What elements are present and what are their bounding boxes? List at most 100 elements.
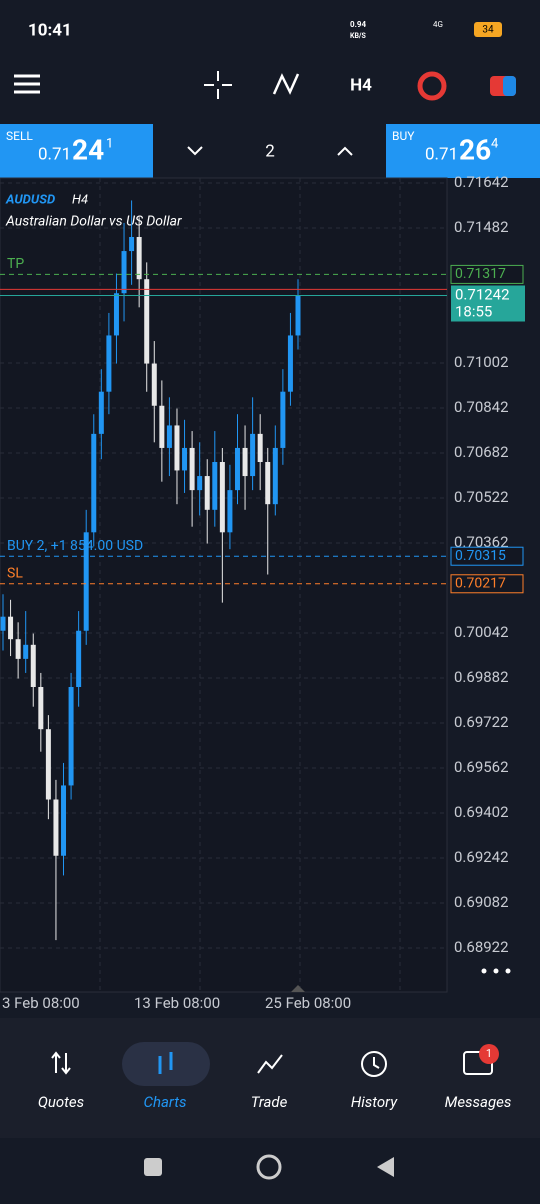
candle-body [53, 799, 59, 856]
candle-body [30, 644, 36, 687]
symbol-description: Australian Dollar vs US Dollar [5, 214, 182, 230]
candle-body [83, 532, 89, 631]
candle-body [45, 729, 51, 800]
chart-timeframe: H4 [72, 192, 88, 207]
nav-label[interactable]: History [351, 1093, 398, 1111]
sell-button[interactable] [0, 124, 153, 178]
lot-down[interactable] [187, 146, 203, 156]
crosshair-icon[interactable] [204, 71, 232, 99]
chart-area[interactable] [0, 177, 448, 993]
price-tick-label: 0.71482 [454, 218, 509, 236]
candle-body [151, 363, 157, 406]
candle-body [219, 462, 225, 533]
sell-label: SELL [6, 129, 33, 143]
candle-body [234, 447, 240, 491]
candle-body [227, 490, 233, 533]
more-icon[interactable] [481, 968, 511, 974]
candle-body [250, 433, 256, 477]
speed-unit: KB/S [350, 32, 367, 40]
bar-timer: 18:55 [455, 302, 492, 320]
nav-active-pill [122, 1042, 210, 1086]
price-tick-label: 0.69882 [454, 668, 509, 686]
tp-tag [450, 264, 524, 284]
price-tick-label: 0.71002 [454, 353, 509, 371]
buy-price-main: 0.71 [425, 144, 458, 164]
candle-body [68, 687, 74, 786]
candle-body [121, 251, 127, 294]
bid-tag [451, 285, 525, 322]
price-tick-label: 0.68922 [454, 938, 509, 956]
price-tick-label: 0.70842 [454, 398, 509, 416]
buy-price-small: 4 [491, 136, 499, 151]
candle-body [242, 447, 248, 477]
menu-icon[interactable] [14, 74, 40, 94]
position-price: 0.70315 [455, 548, 506, 564]
price-tick-label: 0.70522 [454, 488, 509, 506]
price-tick-label: 0.69402 [454, 803, 509, 821]
sl-price: 0.70217 [455, 575, 506, 591]
candle-body [174, 425, 180, 471]
position-tag [450, 546, 524, 566]
candle-body [287, 335, 293, 392]
back-button[interactable] [377, 1157, 394, 1177]
scroll-marker [291, 985, 305, 992]
recents-button[interactable] [144, 1158, 162, 1176]
candle-body [280, 391, 286, 448]
objects-icon[interactable] [417, 71, 447, 101]
time-label: 3 Feb 08:00 [2, 994, 80, 1012]
battery-icon [474, 22, 502, 37]
candle-body [98, 391, 104, 434]
nav-label[interactable]: Trade [251, 1093, 288, 1111]
candle-body [265, 462, 271, 505]
nav-label[interactable]: Charts [144, 1093, 187, 1111]
sell-price-small: 1 [106, 136, 113, 151]
candle-body [91, 433, 97, 533]
candle-body [189, 447, 195, 491]
candle-body [61, 785, 67, 856]
candle-body [159, 405, 165, 448]
indicator-icon[interactable] [272, 73, 300, 95]
candle-body [106, 335, 112, 392]
candle-body [144, 279, 150, 364]
candle-body [272, 447, 278, 505]
battery: 34 [482, 25, 494, 36]
candle-body [0, 616, 6, 631]
candle-body [166, 425, 172, 448]
sell-price-big: 24 [72, 133, 104, 166]
price-tick-label: 0.69242 [454, 848, 509, 866]
nav-label[interactable]: Messages [445, 1093, 512, 1111]
price-tick-label: 0.70042 [454, 623, 509, 641]
speed: 0.94 [350, 20, 367, 29]
symbol: AUDUSD [5, 192, 55, 207]
time-label: 13 Feb 08:00 [134, 994, 220, 1012]
candle-body [113, 293, 119, 336]
candle-body [204, 476, 210, 510]
lot-up[interactable] [337, 146, 353, 156]
price-tick-label: 0.70682 [454, 443, 509, 461]
messages-badge [479, 1044, 499, 1064]
tp-label: TP [7, 256, 24, 272]
buy-label: BUY [392, 129, 415, 143]
trade-icon-half [503, 76, 516, 96]
position-label: BUY 2, +1 854.00 USD [7, 538, 143, 554]
bid-price: 0.71242 [455, 285, 510, 303]
home-button[interactable] [256, 1154, 282, 1180]
buy-button[interactable] [386, 124, 540, 178]
candle-body [136, 237, 142, 280]
bottom-nav [0, 1018, 540, 1138]
nav-label[interactable]: Quotes [38, 1093, 84, 1111]
tp-price: 0.71317 [455, 266, 506, 282]
sell-price-main: 0.71 [38, 144, 71, 164]
timeframe-button[interactable]: H4 [350, 75, 372, 95]
clock: 10:41 [28, 20, 72, 40]
candle-body [38, 687, 44, 730]
candle-body [76, 630, 82, 687]
candle-body [197, 476, 203, 491]
candle-body [129, 237, 135, 252]
candle-body [212, 462, 218, 510]
lot-size[interactable]: 2 [265, 141, 275, 161]
candle-body [182, 447, 188, 471]
time-label: 25 Feb 08:00 [265, 994, 351, 1012]
